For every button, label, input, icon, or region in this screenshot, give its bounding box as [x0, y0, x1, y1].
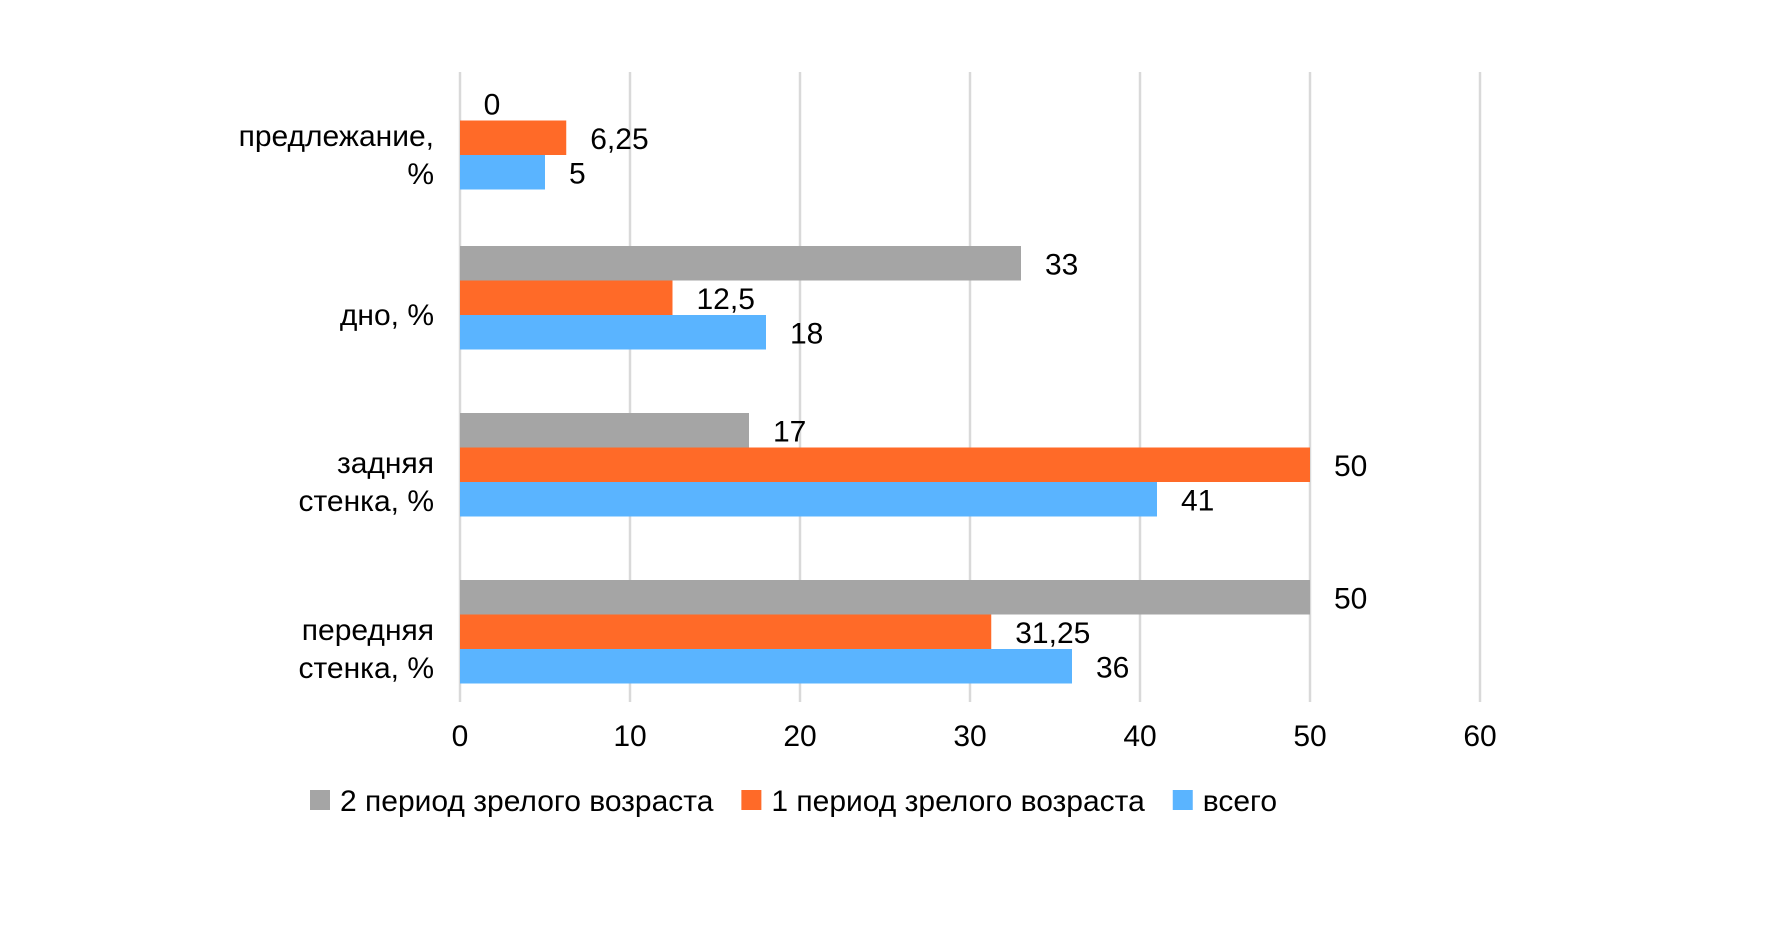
- category-label: %: [407, 158, 434, 191]
- x-tick-label: 30: [953, 720, 986, 753]
- legend-label: 2 период зрелого возраста: [340, 785, 714, 818]
- data-label: 36: [1096, 651, 1129, 684]
- data-label: 50: [1334, 450, 1367, 483]
- legend: 2 период зрелого возраста 1 период зрелог…: [310, 785, 1277, 818]
- gridlines: [458, 72, 1482, 702]
- x-tick-label: 10: [613, 720, 646, 753]
- x-tick-label: 50: [1293, 720, 1326, 753]
- data-label: 17: [773, 415, 806, 448]
- legend-label: 1 период зрелого возраста: [771, 785, 1145, 818]
- data-label: 6,25: [590, 123, 648, 156]
- bar: [460, 447, 1310, 482]
- category-label: задняя: [337, 447, 434, 480]
- data-label: 12,5: [697, 283, 755, 316]
- bar: [460, 155, 545, 190]
- x-tick-label: 60: [1463, 720, 1496, 753]
- legend-swatch: [310, 790, 330, 810]
- data-label: 33: [1045, 248, 1078, 281]
- bar: [460, 580, 1310, 615]
- bar: [460, 280, 673, 315]
- data-label: 41: [1181, 484, 1214, 517]
- data-label: 50: [1334, 582, 1367, 615]
- x-tick-label: 0: [452, 720, 469, 753]
- x-tick-label: 20: [783, 720, 816, 753]
- bars: [460, 120, 1310, 684]
- category-label: дно, %: [340, 299, 434, 332]
- legend-swatch: [1172, 790, 1193, 810]
- data-label: 5: [569, 157, 586, 190]
- bar: [460, 246, 1021, 281]
- legend-swatch: [741, 790, 762, 810]
- bar: [460, 315, 766, 350]
- bar: [460, 649, 1072, 684]
- bar: [460, 120, 567, 155]
- bar: [460, 413, 749, 448]
- legend-label: всего: [1203, 785, 1277, 818]
- bar: [460, 482, 1157, 517]
- bar: [460, 614, 992, 649]
- data-label: 0: [484, 88, 501, 121]
- category-label: стенка, %: [299, 652, 434, 685]
- x-tick-label: 40: [1123, 720, 1156, 753]
- category-label: предлежание,: [239, 120, 434, 153]
- data-label: 18: [790, 317, 823, 350]
- category-label: передняя: [302, 614, 434, 647]
- category-label: стенка, %: [299, 485, 434, 518]
- category-labels: предлежание,% дно, % задняя стенка, % передн…: [239, 120, 434, 685]
- data-label: 31,25: [1015, 617, 1090, 650]
- x-tick-labels: 0 10 20 30 40 50 60: [452, 720, 1497, 753]
